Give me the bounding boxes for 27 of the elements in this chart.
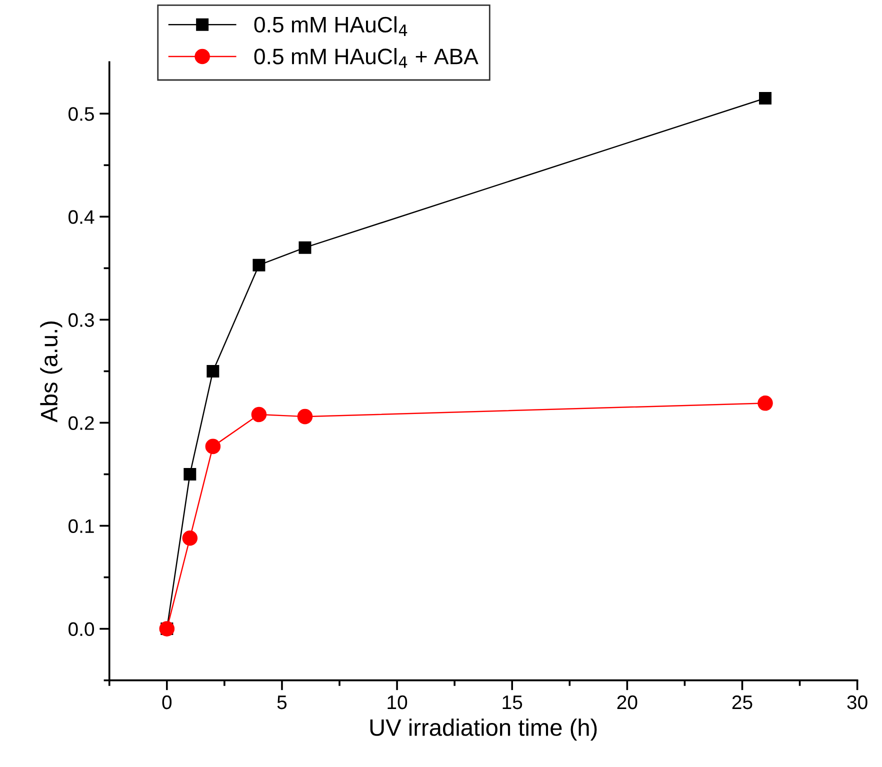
point bbox=[206, 364, 220, 378]
y-tick-label: 0.5 bbox=[68, 107, 94, 121]
point bbox=[297, 408, 313, 424]
x-tick-label: 15 bbox=[502, 696, 522, 710]
x-axis-title: UV irradiation time (h) bbox=[370, 718, 597, 741]
x-tick-label: 5 bbox=[277, 696, 287, 710]
y-tick-label: 0.0 bbox=[68, 622, 94, 636]
x-tick-label: 20 bbox=[617, 695, 638, 710]
y-tick-label: 0.3 bbox=[68, 313, 94, 327]
point bbox=[252, 258, 266, 272]
x-tick-label: 0 bbox=[162, 695, 172, 710]
y-tick-label: 0.4 bbox=[68, 210, 94, 224]
y-tick-label: 0.2 bbox=[68, 416, 94, 430]
x-tick-label: 10 bbox=[388, 695, 408, 710]
point bbox=[184, 468, 196, 481]
point bbox=[251, 406, 267, 422]
point bbox=[758, 396, 773, 411]
y-tick-label: 0.1 bbox=[68, 519, 94, 534]
point bbox=[298, 241, 312, 254]
y-axis-title: Abs (a.u.) bbox=[40, 322, 62, 422]
legend-label: 0.5 mM HAuCl$_{4}$ + ABA bbox=[254, 48, 478, 68]
legend-label: 0.5 mM HAuCl$_{4}$ bbox=[254, 16, 408, 36]
x-tick-label: 25 bbox=[732, 695, 752, 710]
x-tick-label: 30 bbox=[847, 695, 868, 710]
point bbox=[182, 530, 198, 546]
point bbox=[205, 438, 221, 454]
point bbox=[759, 92, 772, 104]
